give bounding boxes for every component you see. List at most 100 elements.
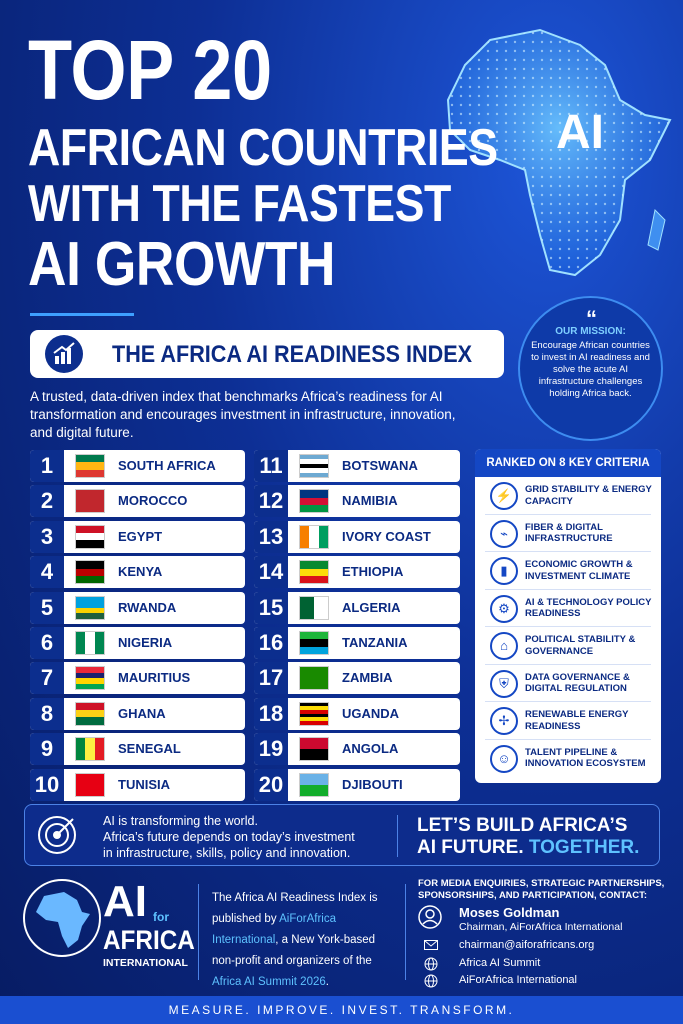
rank-number: 2 (30, 485, 64, 518)
flag-stripe (300, 749, 328, 761)
ranking-row: 3 EGYPT (30, 520, 245, 553)
ranking-row: 2 MOROCCO (30, 485, 245, 518)
flag-stripe (300, 667, 328, 690)
flag (299, 524, 329, 549)
flag-stripe (76, 490, 104, 513)
flag-stripe (76, 702, 104, 711)
flag-stripe (314, 596, 328, 619)
about-text: , a New York-based non-profit and organi… (212, 934, 376, 967)
country-name: NAMIBIA (342, 493, 398, 509)
rank-number: 7 (30, 662, 64, 695)
contact-role: Chairman, AiForAfrica International (459, 921, 623, 933)
flag (75, 772, 105, 797)
flag-stripe (309, 525, 319, 548)
rank-number: 16 (254, 627, 288, 659)
rank-number: 18 (254, 697, 288, 730)
cta-line: LET’S BUILD AFRICA’S (417, 815, 628, 836)
rank-number: 15 (254, 591, 288, 624)
separator (198, 884, 199, 980)
rank-number: 6 (30, 627, 64, 659)
mission-heading: OUR MISSION: (555, 326, 626, 337)
flag-stripe (300, 497, 328, 506)
logo-international: INTERNATIONAL (103, 957, 188, 969)
flag (299, 560, 329, 585)
description: A trusted, data-driven index that benchm… (30, 389, 456, 440)
flag-stripe (76, 568, 104, 576)
divider (30, 313, 134, 316)
country-name: DJIBOUTI (342, 776, 403, 792)
flag-stripe (76, 462, 104, 470)
rank-number: 9 (30, 733, 64, 766)
criterion-text: AI & TECHNOLOGY POLICY READINESS (525, 596, 652, 620)
country-name: NIGERIA (118, 635, 173, 650)
ranking-row: 13 IVORY COAST (254, 520, 460, 553)
rank-number: 1 (30, 450, 64, 482)
flag-stripe (300, 738, 328, 750)
rank-number: 4 (30, 556, 64, 589)
ranking-row: 4 KENYA (30, 556, 245, 589)
country-name: MOROCCO (118, 493, 188, 509)
africa-map: AI (446, 28, 672, 277)
target-icon (38, 816, 76, 854)
criterion-icon: ✢ (490, 707, 518, 735)
flag-stripe (76, 602, 104, 608)
banner-line: AI is transforming the world. (103, 814, 258, 828)
flag-stripe (300, 639, 328, 647)
country-name: MAURITIUS (118, 670, 191, 686)
flag-stripe (76, 540, 104, 548)
flag-stripe (76, 575, 104, 584)
criterion-text: ECONOMIC GROWTH & INVESTMENT CLIMATE (525, 559, 633, 582)
country-name: TUNISIA (118, 776, 170, 792)
cta-highlight: TOGETHER. (528, 837, 640, 858)
rank-number: 13 (254, 520, 288, 553)
flag (299, 701, 329, 726)
flag-stripe (300, 773, 328, 785)
ranking-row: 19 ANGOLA (254, 733, 460, 766)
country-name: SENEGAL (118, 741, 181, 757)
flag-stripe (300, 632, 328, 640)
person-icon (418, 905, 442, 929)
flag-stripe (76, 596, 104, 603)
country-name: BOTSWANA (342, 458, 418, 473)
rank-number: 17 (254, 662, 288, 695)
flag-stripe (300, 468, 328, 473)
flag-stripe (76, 533, 104, 541)
flag-stripe (94, 738, 104, 761)
ranking-row: 1 SOUTH AFRICA (30, 450, 245, 482)
banner-text: AI is transforming the world. Africa’s f… (103, 813, 355, 861)
flag (299, 595, 329, 620)
flag (299, 454, 329, 478)
flag (75, 631, 105, 655)
about-text: The Africa AI Readiness Index is publish… (212, 892, 378, 925)
flag-stripe (300, 472, 328, 478)
flag-stripe (300, 721, 328, 725)
flag-stripe (94, 632, 104, 654)
ranking-row: 8 GHANA (30, 697, 245, 730)
about: The Africa AI Readiness Index is publish… (212, 888, 397, 993)
flag-stripe (300, 575, 328, 584)
rank-number: 20 (254, 768, 288, 801)
country-name: ETHIOPIA (342, 564, 404, 580)
separator (397, 815, 398, 857)
ranking-row: 16 TANZANIA (254, 627, 460, 659)
rank-number: 8 (30, 697, 64, 730)
title-line: TOP 20 (28, 23, 272, 117)
country-name: EGYPT (118, 528, 163, 544)
country-name: ALGERIA (342, 599, 401, 615)
flag-stripe (300, 706, 328, 711)
rank-number: 3 (30, 520, 64, 553)
criterion-text: POLITICAL STABILITY & GOVERNANCE (525, 634, 636, 657)
ranking-row: 6 NIGERIA (30, 627, 245, 659)
country-name: IVORY COAST (342, 528, 431, 544)
banner-line: in infrastructure, skills, policy and in… (103, 846, 351, 860)
logo-map (23, 879, 101, 957)
country-name: KENYA (118, 564, 163, 580)
criterion: ⌁ FIBER & DIGITAL INFRASTRUCTURE (485, 515, 651, 552)
flag (299, 666, 329, 691)
flag-stripe (300, 784, 328, 796)
criterion: ⛨ DATA GOVERNANCE & DIGITAL REGULATION (485, 665, 651, 702)
flag-stripe (300, 702, 328, 707)
flag (299, 489, 329, 514)
flag (75, 560, 105, 585)
